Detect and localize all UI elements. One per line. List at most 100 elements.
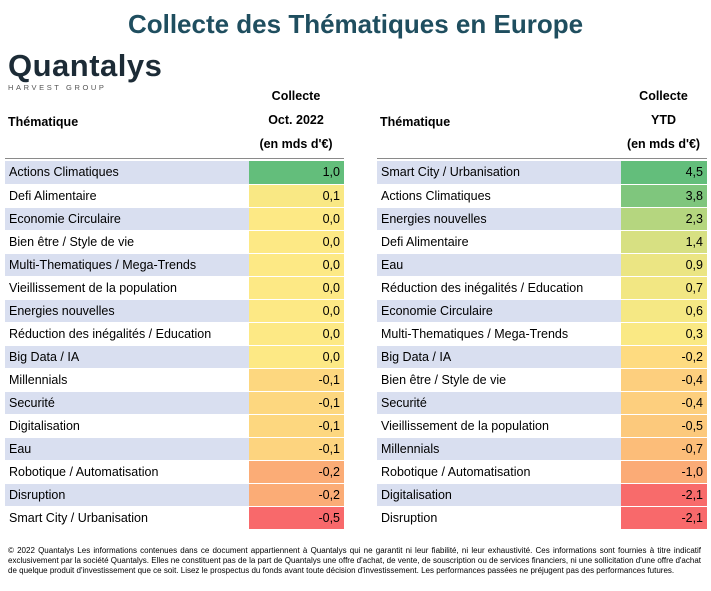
- table-row: Réduction des inégalités / Education 0,0: [5, 322, 344, 346]
- theme-name-cell: Bien être / Style de vie: [5, 230, 249, 254]
- left-value-header-line1: Collecte: [271, 89, 321, 103]
- flow-value-cell: -0,1: [249, 391, 344, 415]
- table-row: Eau 0,9: [377, 253, 707, 277]
- theme-name-cell: Millennials: [377, 437, 621, 461]
- flow-value-cell: 0,6: [621, 299, 707, 323]
- flow-value-cell: -1,0: [621, 460, 707, 484]
- theme-name-cell: Eau: [377, 253, 621, 277]
- flow-value-cell: 1,0: [249, 161, 344, 185]
- table-row: Energies nouvelles 0,0: [5, 299, 344, 323]
- table-row: Bien être / Style de vie 0,0: [5, 230, 344, 254]
- flow-value-cell: -0,2: [249, 460, 344, 484]
- theme-name-cell: Securité: [377, 391, 621, 415]
- theme-name-cell: Multi-Thematiques / Mega-Trends: [5, 253, 249, 277]
- right-value-header: Collecte YTD (en mds d'€): [620, 84, 707, 156]
- table-row: Robotique / Automatisation -1,0: [377, 460, 707, 484]
- theme-name-cell: Réduction des inégalités / Education: [5, 322, 249, 346]
- theme-name-cell: Robotique / Automatisation: [5, 460, 249, 484]
- theme-name-cell: Energies nouvelles: [5, 299, 249, 323]
- table-row: Big Data / IA -0,2: [377, 345, 707, 369]
- table-row: Disruption -2,1: [377, 506, 707, 530]
- right-value-header-line2: YTD: [651, 113, 676, 127]
- table-row: Actions Climatiques 1,0: [5, 161, 344, 185]
- flow-value-cell: -0,5: [249, 506, 344, 530]
- table-row: Digitalisation -0,1: [5, 414, 344, 438]
- table-row: Multi-Thematiques / Mega-Trends 0,3: [377, 322, 707, 346]
- theme-name-cell: Digitalisation: [377, 483, 621, 507]
- flow-value-cell: 0,0: [249, 230, 344, 254]
- flow-value-cell: 0,9: [621, 253, 707, 277]
- logo-name: Quantalys: [8, 48, 163, 83]
- theme-name-cell: Actions Climatiques: [377, 184, 621, 208]
- flow-value-cell: -0,2: [621, 345, 707, 369]
- table-row: Eau -0,1: [5, 437, 344, 461]
- logo-subtitle: HARVEST GROUP: [8, 83, 107, 92]
- theme-name-cell: Disruption: [377, 506, 621, 530]
- table-row: Securité -0,1: [5, 391, 344, 415]
- flow-value-cell: 0,3: [621, 322, 707, 346]
- left-value-header: Collecte Oct. 2022 (en mds d'€): [248, 84, 344, 156]
- flow-value-cell: 3,8: [621, 184, 707, 208]
- theme-name-cell: Big Data / IA: [5, 345, 249, 369]
- right-theme-header: Thématique: [380, 115, 451, 129]
- theme-name-cell: Actions Climatiques: [5, 161, 249, 185]
- table-row: Securité -0,4: [377, 391, 707, 415]
- theme-name-cell: Eau: [5, 437, 249, 461]
- theme-name-cell: Big Data / IA: [377, 345, 621, 369]
- theme-name-cell: Economie Circulaire: [377, 299, 621, 323]
- flow-value-cell: -0,1: [249, 368, 344, 392]
- right-header-divider: [377, 158, 707, 159]
- flow-value-cell: 0,0: [249, 299, 344, 323]
- table-row: Digitalisation -2,1: [377, 483, 707, 507]
- flow-value-cell: 0,0: [249, 276, 344, 300]
- page-title: Collecte des Thématiques en Europe: [127, 9, 584, 39]
- flow-value-cell: 0,0: [249, 253, 344, 277]
- left-value-header-line3: (en mds d'€): [259, 137, 333, 151]
- flow-value-cell: 0,0: [249, 207, 344, 231]
- theme-name-cell: Vieillissement de la population: [377, 414, 621, 438]
- right-value-header-line3: (en mds d'€): [626, 137, 701, 151]
- flow-value-cell: -2,1: [621, 483, 707, 507]
- table-row: Smart City / Urbanisation 4,5: [377, 161, 707, 185]
- theme-name-cell: Bien être / Style de vie: [377, 368, 621, 392]
- theme-name-cell: Smart City / Urbanisation: [5, 506, 249, 530]
- flow-value-cell: 0,7: [621, 276, 707, 300]
- flow-value-cell: 0,0: [249, 345, 344, 369]
- right-value-header-line1: Collecte: [639, 89, 688, 103]
- flow-value-cell: 0,1: [249, 184, 344, 208]
- theme-name-cell: Réduction des inégalités / Education: [377, 276, 621, 300]
- left-theme-header: Thématique: [8, 115, 79, 129]
- table-row: Robotique / Automatisation -0,2: [5, 460, 344, 484]
- flow-value-cell: -0,1: [249, 414, 344, 438]
- theme-name-cell: Smart City / Urbanisation: [377, 161, 621, 185]
- table-row: Réduction des inégalités / Education 0,7: [377, 276, 707, 300]
- flow-value-cell: -0,2: [249, 483, 344, 507]
- table-row: Actions Climatiques 3,8: [377, 184, 707, 208]
- table-row: Multi-Thematiques / Mega-Trends 0,0: [5, 253, 344, 277]
- table-row: Defi Alimentaire 0,1: [5, 184, 344, 208]
- table-row: Vieillissement de la population 0,0: [5, 276, 344, 300]
- flow-value-cell: 2,3: [621, 207, 707, 231]
- theme-name-cell: Robotique / Automatisation: [377, 460, 621, 484]
- flow-value-cell: -0,5: [621, 414, 707, 438]
- left-table: Actions Climatiques 1,0 Defi Alimentaire 0,…: [5, 161, 344, 530]
- theme-name-cell: Defi Alimentaire: [5, 184, 249, 208]
- table-row: Disruption -0,2: [5, 483, 344, 507]
- table-row: Energies nouvelles 2,3: [377, 207, 707, 231]
- flow-value-cell: -0,1: [249, 437, 344, 461]
- theme-name-cell: Vieillissement de la population: [5, 276, 249, 300]
- flow-value-cell: -0,7: [621, 437, 707, 461]
- theme-name-cell: Digitalisation: [5, 414, 249, 438]
- theme-name-cell: Securité: [5, 391, 249, 415]
- theme-name-cell: Defi Alimentaire: [377, 230, 621, 254]
- theme-name-cell: Energies nouvelles: [377, 207, 621, 231]
- right-table: Smart City / Urbanisation 4,5 Actions Clim…: [377, 161, 707, 530]
- theme-name-cell: Economie Circulaire: [5, 207, 249, 231]
- table-row: Big Data / IA 0,0: [5, 345, 344, 369]
- flow-value-cell: 0,0: [249, 322, 344, 346]
- left-header-divider: [5, 158, 344, 159]
- table-row: Economie Circulaire 0,6: [377, 299, 707, 323]
- flow-value-cell: 4,5: [621, 161, 707, 185]
- theme-name-cell: Multi-Thematiques / Mega-Trends: [377, 322, 621, 346]
- table-row: Economie Circulaire 0,0: [5, 207, 344, 231]
